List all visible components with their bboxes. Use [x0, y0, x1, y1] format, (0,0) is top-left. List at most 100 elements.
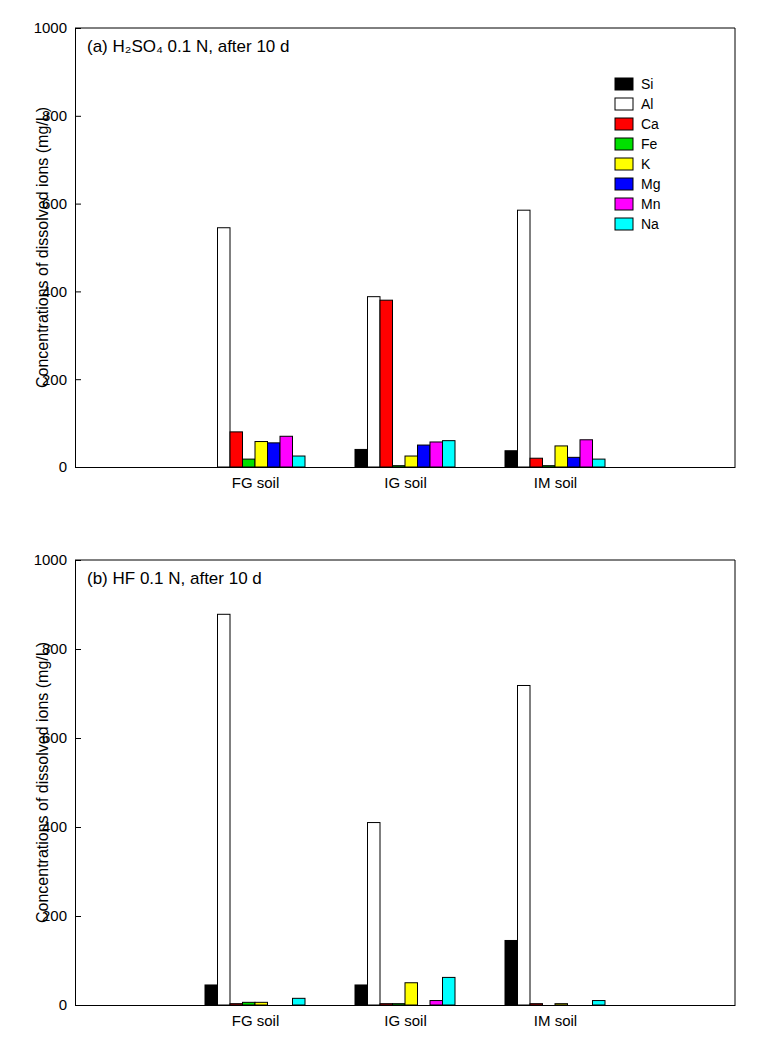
bar — [543, 466, 556, 467]
legend-label: K — [641, 156, 651, 172]
bar — [405, 456, 418, 467]
series-ca — [230, 300, 543, 467]
bar — [368, 823, 381, 1005]
bar — [593, 1001, 606, 1005]
bar — [368, 297, 381, 467]
y-axis-line — [75, 29, 76, 468]
y-tick-mark — [75, 827, 81, 828]
bar — [443, 441, 456, 467]
y-tick-mark — [75, 916, 81, 917]
bar — [518, 210, 531, 467]
legend-label: Si — [641, 76, 653, 92]
series-al — [218, 614, 531, 1005]
legend-swatch — [615, 138, 633, 150]
bar — [293, 456, 306, 467]
y-tick-mark — [75, 116, 81, 117]
bar — [355, 985, 368, 1005]
series-mg — [268, 443, 581, 467]
frame-top — [75, 28, 735, 29]
series-k — [255, 442, 568, 467]
y-axis: 02004006008001000 — [34, 551, 81, 1013]
series-ca — [230, 1004, 543, 1005]
bar — [393, 466, 406, 467]
series-na — [293, 441, 606, 467]
y-tick-label: 1000 — [34, 551, 67, 568]
bar — [530, 1004, 543, 1005]
series-mn — [430, 1001, 443, 1005]
x-tick-label: FG soil — [232, 1012, 280, 1029]
series-al — [218, 210, 531, 467]
bar — [255, 442, 268, 467]
x-tick: FG soil — [232, 467, 280, 491]
bar — [230, 1004, 243, 1005]
y-tick-mark — [75, 379, 81, 380]
title: (b) HF 0.1 N, after 10 d — [87, 569, 262, 588]
bar — [568, 457, 581, 467]
bar — [218, 228, 231, 467]
y-tick: 0 — [59, 458, 81, 475]
bars — [205, 614, 605, 1005]
bar — [230, 432, 243, 467]
panel: 02004006008001000FG soilIG soilIM soilCo… — [34, 19, 736, 490]
series-fe — [243, 1002, 406, 1005]
x-tick-label: IG soil — [384, 474, 427, 491]
bar — [393, 1004, 406, 1005]
y-tick-mark — [75, 204, 81, 205]
series-na — [293, 977, 606, 1005]
x-axis: FG soil IG soil IM soil — [76, 1005, 736, 1029]
figure: 02004006008001000FG soilIG soilIM soilCo… — [0, 0, 759, 1048]
y-tick-mark — [75, 291, 81, 292]
x-tick-label: IM soil — [534, 474, 577, 491]
bar — [568, 1005, 581, 1006]
legend-label: Fe — [641, 136, 658, 152]
series-k — [255, 983, 568, 1005]
bar — [418, 1005, 431, 1006]
x-tick: IG soil — [384, 467, 427, 491]
bar — [380, 1004, 393, 1005]
x-axis: FG soil IG soil IM soil — [76, 467, 736, 491]
bar — [505, 451, 518, 467]
bar — [580, 1005, 593, 1006]
bar — [518, 685, 531, 1005]
bar — [418, 445, 431, 467]
bar — [243, 459, 256, 467]
y-tick: 0 — [59, 996, 81, 1013]
legend-label: Mg — [641, 176, 660, 192]
bar — [380, 300, 393, 467]
bar — [205, 985, 218, 1005]
x-tick: IM soil — [534, 1005, 577, 1029]
series-si — [205, 940, 518, 1005]
y-tick-label: 1000 — [34, 19, 67, 36]
y-tick: 1000 — [34, 19, 81, 36]
legend-label: Mn — [641, 196, 660, 212]
legend-swatch — [615, 98, 633, 110]
x-tick: IM soil — [534, 467, 577, 491]
bar — [205, 467, 218, 468]
legend: SiAlCaFeKMgMnNa — [615, 76, 660, 232]
frame-right — [735, 28, 736, 467]
legend-swatch — [615, 78, 633, 90]
bar — [555, 1004, 568, 1005]
y-axis-line — [75, 561, 76, 1006]
legend-swatch — [615, 218, 633, 230]
bar — [280, 1005, 293, 1006]
bar — [218, 614, 231, 1005]
x-axis-line — [76, 467, 736, 468]
y-axis-title: Concentrations of dissolved ions (mg/L) — [34, 107, 51, 388]
x-tick-label: FG soil — [232, 474, 280, 491]
bar — [555, 446, 568, 467]
bar — [430, 442, 443, 467]
frame-top — [75, 560, 735, 561]
legend-swatch — [615, 158, 633, 170]
y-tick-label: 0 — [59, 996, 67, 1013]
bars — [218, 210, 606, 467]
x-tick-label: IM soil — [534, 1012, 577, 1029]
bar — [243, 1002, 256, 1005]
y-tick-mark — [75, 738, 81, 739]
x-tick: IG soil — [384, 1005, 427, 1029]
panel: 02004006008001000FG soilIG soilIM soilCo… — [34, 551, 736, 1028]
bar — [268, 443, 281, 467]
y-axis: 02004006008001000 — [34, 19, 81, 475]
legend-label: Al — [641, 96, 653, 112]
bar — [543, 1005, 556, 1006]
